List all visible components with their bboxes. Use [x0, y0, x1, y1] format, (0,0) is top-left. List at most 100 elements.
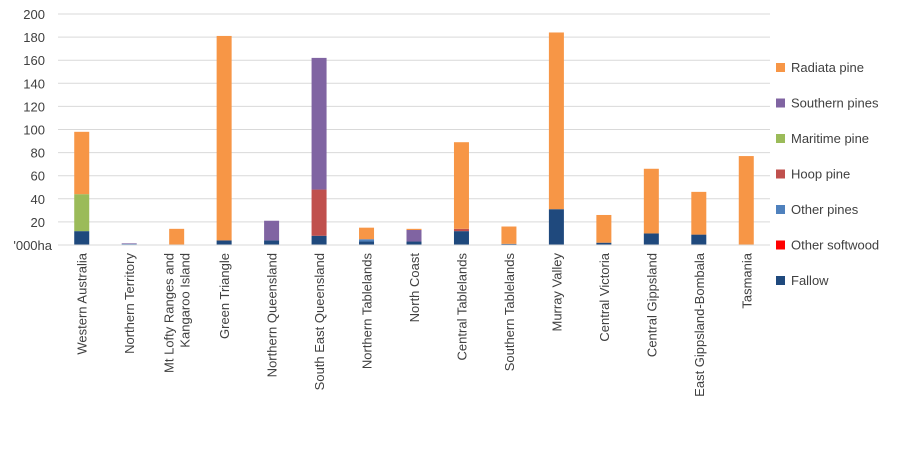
x-tick-label-line: Kangaroo Island [178, 253, 193, 348]
x-tick-label-4: Green Triangle [217, 253, 232, 339]
bar-1-fallow [74, 231, 90, 245]
legend-swatch-hoop-pine [776, 169, 785, 179]
x-tick-label-7: Northern Tablelands [360, 253, 375, 370]
bar-7-other-pines [359, 239, 375, 242]
bar-6-hoop-pine [311, 189, 327, 236]
x-tick-label-line: North Coast [407, 253, 422, 323]
x-tick-label-line: Central Tablelands [454, 253, 469, 361]
bar-14-fallow [691, 234, 707, 245]
bar-8-radiata-pine [406, 228, 422, 230]
x-tick-label-6: South East Queensland [312, 253, 327, 390]
legend-item-maritime-pine: Maritime pine [776, 131, 869, 146]
bar-4-fallow [216, 240, 232, 245]
y-tick-label-120: 120 [23, 99, 45, 114]
bar-1-radiata-pine [74, 131, 90, 195]
x-tick-label-line: Central Victoria [597, 252, 612, 341]
bar-13-radiata-pine [643, 168, 659, 234]
x-tick-label-12: Central Victoria [597, 252, 612, 341]
bar-15-radiata-pine [738, 156, 754, 245]
bar-8-southern-pines [406, 229, 422, 242]
legend-label-southern-pines: Southern pines [791, 96, 879, 111]
y-tick-label-80: 80 [31, 146, 45, 161]
x-axis-category-labels: Western Australia Northern Territory Mt Lo… [75, 252, 755, 397]
legend-item-other-softwood: Other softwood [776, 238, 879, 253]
bar-14-radiata-pine [691, 191, 707, 235]
bar-10-radiata-pine [501, 226, 517, 244]
y-tick-label-20: 20 [31, 215, 45, 230]
y-tick-label-40: 40 [31, 192, 45, 207]
bar-2-southern-pines [121, 243, 137, 244]
bar-12-fallow [596, 242, 612, 245]
bar-4-radiata-pine [216, 35, 232, 241]
legend-label-other-pines: Other pines [791, 202, 859, 217]
x-tick-label-14: East Gippsland-Bombala [692, 252, 707, 397]
bar-2-other-pines [121, 243, 137, 245]
x-tick-label-line: Green Triangle [217, 253, 232, 339]
legend-swatch-fallow [776, 276, 785, 285]
bar-7-fallow [359, 241, 375, 245]
legend-swatch-other-pines [776, 205, 785, 214]
bar-6-fallow [311, 235, 327, 245]
legend-item-other-pines: Other pines [776, 202, 859, 217]
bar-1-maritime-pine [74, 194, 90, 232]
legend-swatch-other-softwood [776, 240, 785, 250]
bar-11-fallow [548, 209, 564, 245]
x-tick-label-1: Western Australia [75, 252, 90, 354]
bar-10-fallow [501, 243, 517, 245]
y-tick-label-200: 200 [23, 7, 45, 22]
x-tick-label-3: Mt Lofty Ranges and Kangaroo Island [162, 253, 193, 373]
x-tick-label-line: South East Queensland [312, 253, 327, 390]
x-tick-label-line: Tasmania [739, 252, 754, 308]
x-tick-label-10: Southern Tablelands [502, 253, 517, 372]
legend-item-southern-pines: Southern pines [776, 96, 879, 111]
bar-12-radiata-pine [596, 214, 612, 243]
legend-label-radiata-pine: Radiata pine [791, 60, 864, 75]
x-tick-label-line: Western Australia [75, 252, 90, 354]
bar-6-southern-pines [311, 57, 327, 190]
y-axis-unit-label: '000ha [13, 238, 52, 253]
x-tick-label-11: Murray Valley [549, 253, 564, 332]
legend-item-radiata-pine: Radiata pine [776, 60, 864, 75]
x-tick-label-5: Northern Queensland [265, 253, 280, 377]
bar-9-fallow [453, 231, 469, 245]
bar-9-hoop-pine [453, 228, 469, 232]
legend-swatch-southern-pines [776, 98, 785, 108]
legend-label-hoop-pine: Hoop pine [791, 167, 850, 182]
bar-5-fallow [264, 240, 280, 245]
gridlines [58, 13, 770, 223]
y-tick-label-100: 100 [23, 123, 45, 138]
bar-7-radiata-pine [359, 227, 375, 240]
x-tick-label-15: Tasmania [739, 252, 754, 308]
x-tick-label-13: Central Gippsland [644, 253, 659, 357]
x-tick-label-line: Murray Valley [549, 253, 564, 332]
y-tick-label-180: 180 [23, 30, 45, 45]
legend-label-other-softwood: Other softwood [791, 238, 879, 253]
bar-3-radiata-pine [169, 228, 185, 245]
y-tick-label-60: 60 [31, 169, 45, 184]
x-tick-label-line: Northern Tablelands [360, 253, 375, 370]
bar-8-fallow [406, 241, 422, 245]
bar-11-radiata-pine [548, 32, 564, 210]
x-tick-label-line: Northern Queensland [265, 253, 280, 377]
x-tick-label-8: North Coast [407, 253, 422, 323]
x-tick-label-line: East Gippsland-Bombala [692, 252, 707, 397]
bar-9-radiata-pine [453, 142, 469, 229]
legend-label-maritime-pine: Maritime pine [791, 131, 869, 146]
y-tick-label-160: 160 [23, 53, 45, 68]
bars [74, 32, 754, 245]
bar-13-fallow [643, 233, 659, 245]
x-tick-label-line: Northern Territory [122, 253, 137, 354]
x-tick-label-line: Mt Lofty Ranges and [162, 253, 177, 373]
legend: Radiata pine Southern pines Maritime pine H… [776, 60, 879, 288]
legend-item-hoop-pine: Hoop pine [776, 167, 850, 182]
legend-item-fallow: Fallow [776, 273, 829, 288]
legend-swatch-radiata-pine [776, 63, 785, 72]
legend-label-fallow: Fallow [791, 273, 829, 288]
y-axis-ticks: 20 40 60 80 100 120 140 160 180 200 [23, 7, 45, 230]
x-tick-label-line: Central Gippsland [644, 253, 659, 357]
x-tick-label-line: Southern Tablelands [502, 253, 517, 372]
bar-5-southern-pines [264, 220, 280, 241]
legend-swatch-maritime-pine [776, 134, 785, 143]
x-tick-label-9: Central Tablelands [454, 253, 469, 361]
